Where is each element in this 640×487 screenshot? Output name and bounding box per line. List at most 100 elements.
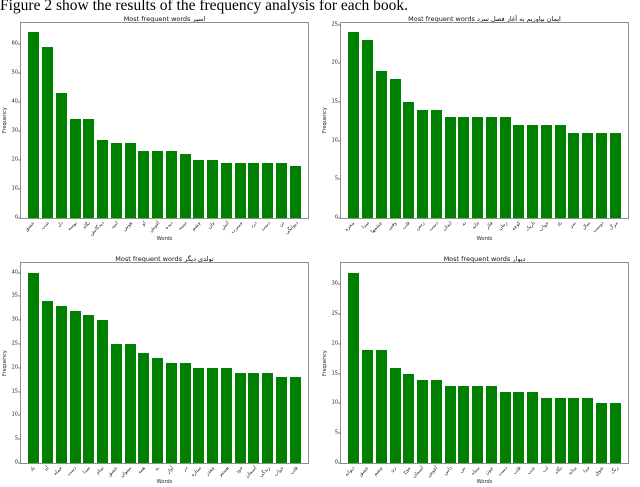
- x-tick-label: جمله: [52, 465, 65, 477]
- bar: [568, 132, 580, 218]
- bar-slot: [526, 263, 540, 463]
- bar: [110, 142, 122, 218]
- y-tick-mark: [18, 391, 21, 393]
- x-tick-slot: شوق: [594, 464, 609, 480]
- bar-slot: [192, 23, 206, 218]
- x-tick-label: شب: [525, 465, 537, 476]
- y-tick-mark: [18, 462, 21, 464]
- bar: [499, 391, 511, 463]
- bar: [499, 117, 511, 218]
- bar: [458, 117, 470, 218]
- y-tick-mark: [18, 414, 21, 416]
- x-tick-label: خدا: [582, 465, 592, 475]
- x-tick-label: بوسه: [66, 220, 78, 233]
- x-tick-label: قلب: [288, 465, 300, 476]
- bar: [513, 125, 525, 218]
- bar: [83, 315, 95, 463]
- bar-slot: [430, 23, 444, 218]
- y-tick-label: 0: [334, 459, 338, 466]
- bar: [289, 377, 301, 463]
- x-tick-label: فکر: [485, 220, 495, 231]
- bar: [582, 132, 594, 218]
- x-tick-label: خواب: [537, 220, 551, 233]
- x-tick-label: صدا: [360, 220, 371, 231]
- bar: [472, 117, 484, 218]
- bar-slot: [416, 263, 430, 463]
- y-tick-label: 20: [11, 156, 18, 163]
- x-tick-label: دوست: [591, 220, 606, 235]
- x-tick-slot: جان: [206, 219, 220, 235]
- y-tick-mark: [18, 72, 21, 74]
- x-tick-label: درد: [248, 220, 258, 230]
- bar: [554, 397, 566, 463]
- bar-slot: [165, 23, 179, 218]
- bar: [124, 343, 136, 463]
- bar-slot: [457, 263, 471, 463]
- bars-container: [341, 263, 628, 463]
- x-tick-label: سیاه: [469, 465, 482, 477]
- bar: [417, 109, 429, 218]
- x-tick-label: هوس: [121, 220, 134, 233]
- y-tick-mark: [338, 217, 341, 219]
- x-tick-label: تن: [277, 220, 286, 229]
- bar-slot: [247, 23, 261, 218]
- x-tick-slot: حسرت: [229, 219, 248, 235]
- x-tick-label: تاریک: [524, 220, 537, 233]
- bar-chart-4: Most frequent words دیوار Frequency 0 5 10 15…: [320, 245, 640, 487]
- bar-slot: [595, 263, 609, 463]
- bar-slot: [443, 263, 457, 463]
- x-tick-label: نه: [460, 220, 468, 228]
- bar: [248, 372, 260, 463]
- bar: [513, 391, 525, 463]
- bar-slot: [553, 23, 567, 218]
- bars-container: [21, 263, 308, 463]
- y-tick-label: 0: [14, 214, 18, 221]
- x-tick-label: عشق: [357, 465, 371, 478]
- bar: [403, 373, 415, 463]
- x-tick-label: خانه: [470, 220, 482, 231]
- x-tick-slot: دست: [66, 464, 82, 480]
- bar-slot: [96, 263, 110, 463]
- y-tick-label: 25: [331, 310, 338, 317]
- x-tick-label: آسمان: [411, 465, 426, 480]
- bars-container: [341, 23, 628, 218]
- y-tick-mark: [338, 462, 341, 464]
- y-tick-label: 5: [334, 429, 338, 436]
- bar: [582, 397, 594, 463]
- x-tick-labels: دیوانه عشق چشم زن موج آسمان آغوش دامن من سیاه چون د…: [340, 464, 629, 480]
- bar-slot: [220, 23, 234, 218]
- x-tick-slot: آغوش: [148, 219, 165, 235]
- y-tick-mark: [18, 367, 21, 369]
- bar-slot: [540, 23, 554, 218]
- x-tick-labels: باد آه جمله دست صدا تمام عشق میتوان همه به آواز در س…: [20, 464, 309, 480]
- x-tick-slot: مرگ: [608, 219, 623, 235]
- x-axis-label: Words: [156, 236, 173, 242]
- y-axis-label: Frequency: [2, 350, 8, 376]
- bar-slot: [151, 23, 165, 218]
- bar-slot: [275, 263, 289, 463]
- bar: [389, 78, 401, 218]
- x-tick-slot: ایمان: [441, 219, 457, 235]
- bar: [362, 40, 374, 218]
- x-tick-slot: سر: [568, 219, 582, 235]
- x-tick-label: جان: [206, 220, 217, 231]
- bar: [165, 151, 177, 218]
- bar-slot: [347, 23, 361, 218]
- bar: [248, 162, 260, 218]
- x-tick-slot: امید: [109, 219, 123, 235]
- y-tick-label: 30: [331, 280, 338, 287]
- bar: [609, 132, 621, 218]
- x-tick-slot: بوسه: [66, 219, 82, 235]
- bar: [179, 154, 191, 218]
- x-tick-label: کوچه: [510, 220, 523, 233]
- x-tick-slot: دیدگانش: [89, 219, 109, 237]
- y-tick-label: 60: [11, 40, 18, 47]
- bar: [275, 162, 287, 218]
- bar-slot: [388, 263, 402, 463]
- bar-slot: [165, 263, 179, 463]
- bar: [540, 397, 552, 463]
- y-tick-mark: [18, 188, 21, 190]
- x-tick-label: در: [181, 465, 189, 473]
- x-tick-label: زمین: [414, 220, 426, 232]
